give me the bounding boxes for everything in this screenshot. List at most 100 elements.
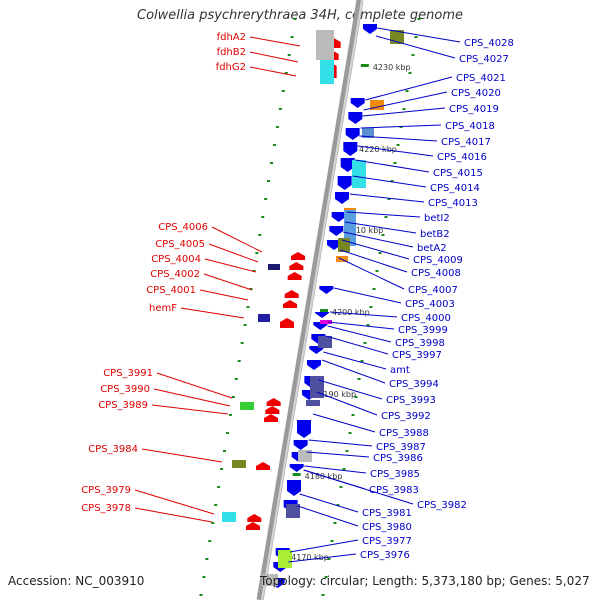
- gene-arrow-forward: [247, 514, 262, 522]
- right-gene-label: CPS_3992: [381, 411, 431, 422]
- scale-label: 4210 kbp: [346, 226, 384, 235]
- right-gene-label: CPS_4028: [464, 38, 514, 49]
- left-dot-track: [284, 72, 288, 74]
- right-gene-label: CPS_3993: [386, 395, 436, 406]
- right-leader-line: [359, 135, 438, 142]
- topology-text: Topology: circular; Length: 5,373,180 bp…: [260, 574, 590, 588]
- right-leader-line: [340, 249, 408, 273]
- scale-label: 4200 kbp: [332, 308, 370, 317]
- left-dot-track: [223, 450, 226, 452]
- right-gene-label: CPS_4018: [445, 121, 495, 132]
- right-leader-line: [312, 413, 376, 433]
- gene-block: [222, 512, 236, 522]
- right-leader-line: [304, 465, 367, 474]
- left-leader-line: [134, 507, 213, 523]
- right-gene-label: CPS_4009: [413, 255, 463, 266]
- gene-block: [318, 336, 332, 348]
- left-dot-track: [214, 504, 218, 506]
- left-leader-line: [153, 388, 231, 407]
- left-leader-line: [199, 289, 249, 301]
- right-leader-line: [365, 76, 453, 101]
- right-dot-track: [321, 594, 325, 596]
- right-dot-track: [336, 504, 340, 506]
- left-dot-track: [272, 144, 276, 146]
- left-dot-track: [258, 234, 262, 236]
- left-gene-label: CPS_3984: [88, 444, 138, 455]
- left-dot-track: [211, 522, 215, 524]
- right-dot-track: [399, 126, 403, 128]
- gene-arrow-reverse: [343, 142, 358, 156]
- right-dot-track: [402, 108, 406, 110]
- gene-arrow-reverse: [363, 24, 377, 34]
- gene-arrow-forward: [265, 406, 280, 414]
- right-dot-track: [360, 360, 364, 362]
- gene-block: [320, 320, 332, 324]
- right-dot-track: [357, 378, 361, 380]
- left-dot-track: [264, 198, 268, 200]
- gene-arrow-forward: [284, 290, 299, 298]
- gene-arrow-reverse: [293, 440, 308, 450]
- right-gene-label: CPS_4021: [456, 73, 506, 84]
- right-leader-line: [363, 91, 448, 111]
- right-gene-label: CPS_4000: [401, 313, 451, 324]
- gene-arrow-reverse: [331, 212, 346, 222]
- right-gene-label: CPS_3986: [373, 453, 423, 464]
- right-leader-line: [344, 221, 417, 234]
- gene-arrow-forward: [283, 300, 297, 308]
- left-dot-track: [228, 414, 232, 416]
- right-dot-track: [342, 468, 346, 470]
- scale-label: 4170 kbp: [291, 553, 329, 562]
- right-leader-line: [346, 211, 421, 218]
- gene-block: [370, 100, 384, 110]
- scale-tick: [292, 473, 301, 476]
- right-leader-line: [318, 379, 383, 400]
- gene-block: [298, 450, 312, 462]
- right-gene-label: CPS_4015: [433, 168, 483, 179]
- left-gene-label: fdhA2: [217, 32, 246, 43]
- left-leader-line: [156, 372, 233, 399]
- right-dot-track: [408, 72, 412, 74]
- left-gene-label: CPS_3979: [81, 485, 131, 496]
- right-gene-label: CPS_3994: [389, 379, 439, 390]
- right-gene-label: CPS_3976: [360, 550, 410, 561]
- left-gene-label: CPS_4004: [151, 254, 201, 265]
- left-dot-track: [261, 216, 265, 218]
- right-dot-track: [363, 342, 367, 344]
- right-dot-track: [369, 306, 373, 308]
- scale-tick: [360, 64, 369, 67]
- left-dot-track: [231, 396, 235, 398]
- right-leader-line: [352, 175, 427, 188]
- gene-arrow-forward: [291, 252, 305, 260]
- accession-text: Accession: NC_003910: [8, 574, 145, 588]
- right-gene-label: CPS_4019: [449, 104, 499, 115]
- right-dot-track: [375, 270, 379, 272]
- backbone-line: [256, 0, 364, 600]
- right-leader-line: [288, 553, 357, 563]
- right-leader-line: [377, 27, 461, 43]
- right-gene-label: CPS_3985: [370, 469, 420, 480]
- gene-block: [344, 210, 356, 246]
- map-title: Colwellia psychrerythraea 34H, complete …: [137, 8, 463, 23]
- right-dot-track: [372, 288, 376, 290]
- left-leader-line: [249, 66, 297, 77]
- right-gene-label: CPS_3980: [362, 522, 412, 533]
- gene-arrow-reverse: [340, 158, 355, 172]
- right-leader-line: [375, 35, 456, 59]
- right-gene-label: CPS_4014: [430, 183, 480, 194]
- left-dot-track: [237, 360, 241, 362]
- right-leader-line: [329, 311, 398, 318]
- left-dot-track: [240, 342, 244, 344]
- left-gene-label: CPS_3978: [81, 503, 131, 514]
- left-leader-line: [134, 489, 215, 515]
- right-leader-line: [316, 391, 378, 416]
- left-leader-line: [249, 51, 299, 63]
- right-dot-track: [339, 486, 343, 488]
- left-dot-track: [281, 90, 285, 92]
- right-gene-label: betI2: [424, 213, 450, 224]
- backbone-highlight: [261, 0, 363, 600]
- left-dot-track: [249, 288, 253, 290]
- gene-arrow-forward: [266, 398, 281, 406]
- gene-block: [258, 314, 270, 322]
- gene-block: [240, 402, 254, 410]
